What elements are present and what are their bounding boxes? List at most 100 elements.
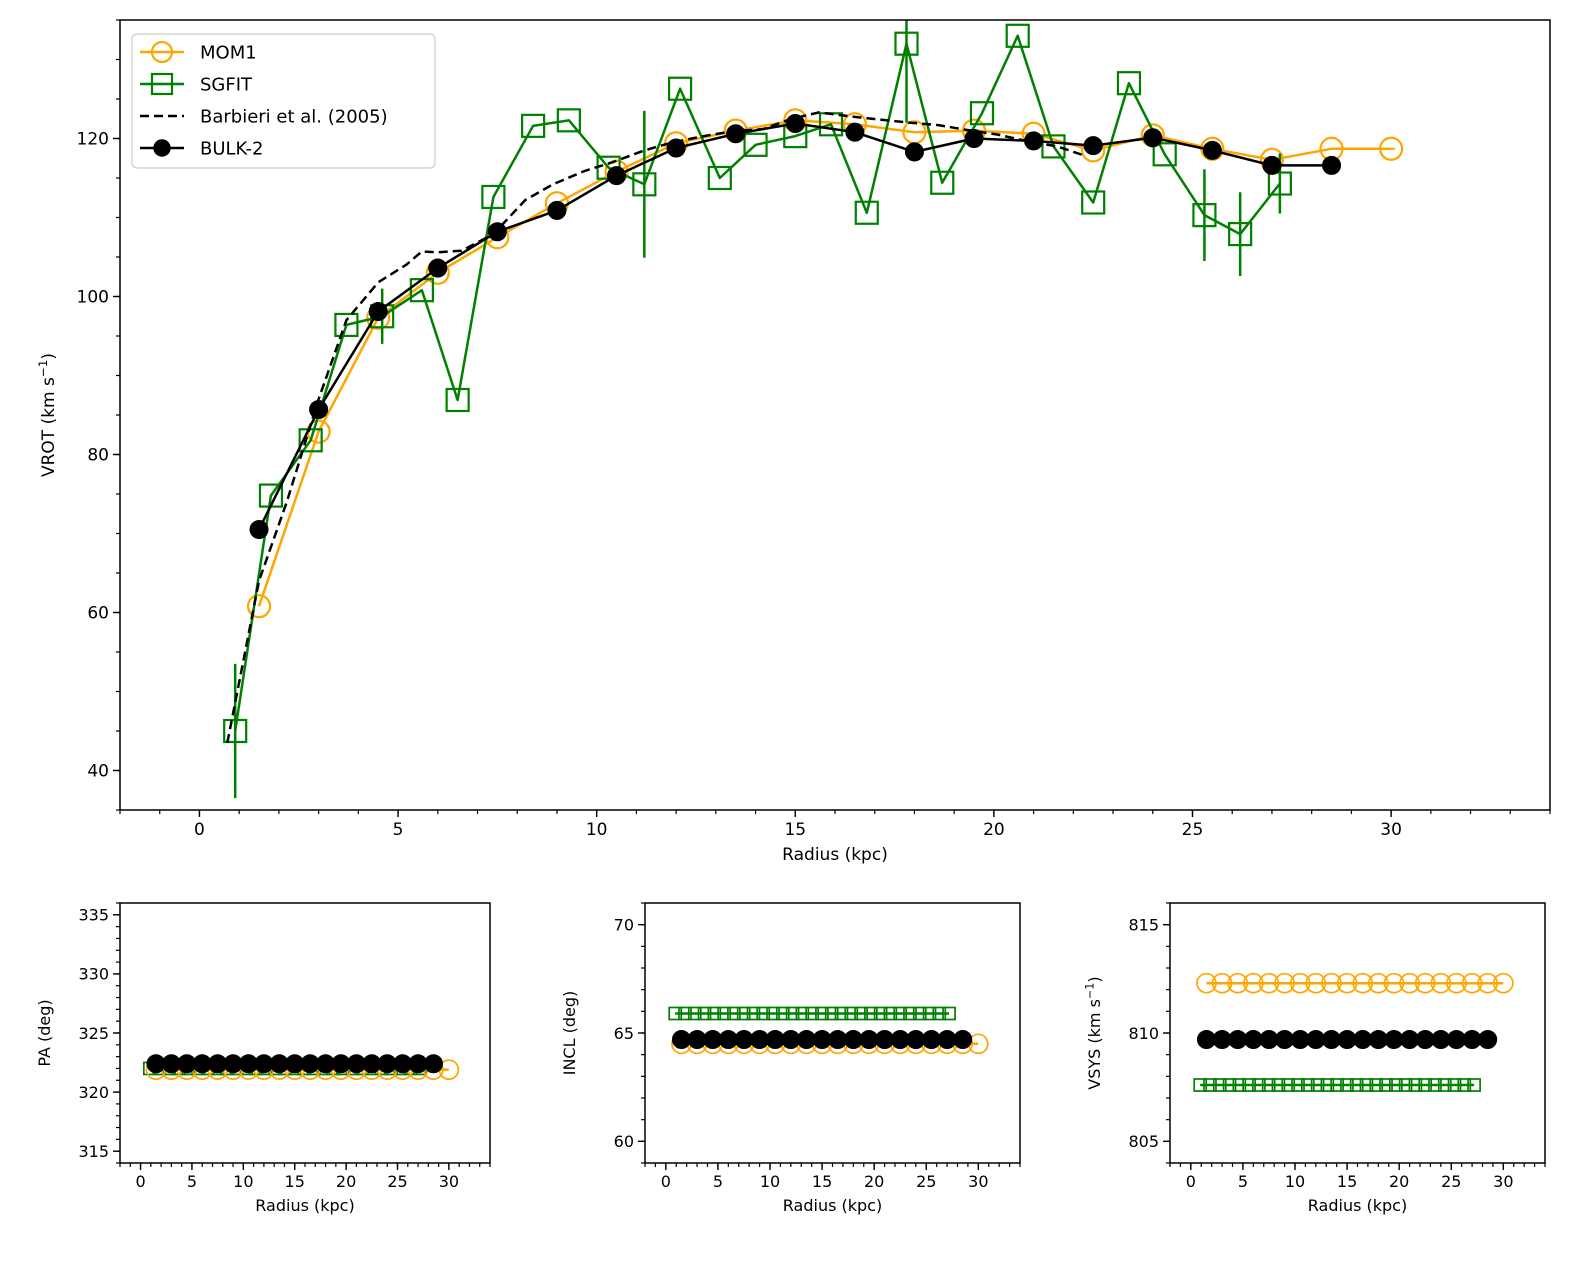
data-point-mom1	[1336, 972, 1358, 994]
data-point-mom1	[1414, 972, 1436, 994]
data-point-sgfit	[1192, 203, 1217, 228]
data-point-sgfit	[1232, 1078, 1247, 1092]
x-tick-label: 30	[1380, 820, 1402, 840]
x-tick-label: 5	[393, 820, 404, 840]
y-axis-label: VROT (km s−1)	[36, 353, 59, 477]
data-point-sgfit	[1349, 1078, 1364, 1092]
data-point-sgfit	[1228, 221, 1253, 247]
y-tick-label: 65	[614, 1024, 634, 1043]
legend-label: MOM1	[200, 43, 257, 64]
series-line-barbieri	[226, 111, 1086, 744]
y-tick-label: 80	[87, 446, 109, 466]
data-point-sgfit	[1418, 1078, 1433, 1092]
data-point-sgfit	[697, 1006, 712, 1021]
data-point-bulk2	[726, 124, 746, 144]
data-point-sgfit	[1242, 1078, 1256, 1092]
data-point-sgfit	[334, 312, 359, 338]
data-point-sgfit	[1005, 23, 1030, 48]
data-point-bulk2	[423, 1054, 443, 1074]
data-point-sgfit	[854, 1006, 868, 1021]
data-point-sgfit	[1359, 1078, 1374, 1092]
data-point-sgfit	[844, 1006, 859, 1021]
series-line-mom1	[257, 119, 1392, 607]
data-point-sgfit	[1447, 1078, 1462, 1092]
vsys-panel: 0 5 10 15 20 25 30 805 810 815 Radius (kpc) VSYS (k…	[1084, 902, 1546, 1215]
data-point-sgfit	[298, 428, 323, 453]
y-axis-label: INCL (deg)	[560, 991, 579, 1076]
data-point-sgfit	[1252, 1078, 1266, 1092]
data-point-sgfit	[932, 1006, 947, 1021]
y-tick-label: 100	[77, 288, 109, 308]
data-point-sgfit	[1261, 1078, 1276, 1092]
data-point-mom1	[1383, 972, 1405, 994]
y-tick-label: 805	[1128, 1132, 1159, 1151]
data-point-sgfit	[445, 387, 470, 413]
data-point-bulk2	[666, 138, 686, 158]
data-point-mom1	[1399, 972, 1420, 994]
x-tick-label: 20	[983, 820, 1005, 840]
data-point-bulk2	[1478, 1030, 1498, 1049]
x-tick-label: 15	[812, 1172, 832, 1191]
data-point-sgfit	[854, 200, 879, 225]
data-point-sgfit	[1330, 1078, 1344, 1092]
data-point-sgfit	[717, 1006, 731, 1021]
x-tick-label: 10	[586, 820, 608, 840]
legend-entry-barbieri: Barbieri et al. (2005)	[140, 107, 388, 128]
data-point-mom1	[1227, 972, 1249, 994]
data-point-sgfit	[1428, 1078, 1442, 1092]
data-point-sgfit	[632, 172, 657, 197]
legend: MOM1 SGFIT Barbieri et al. (2005) BULK-2	[131, 33, 436, 169]
data-point-sgfit	[707, 1006, 722, 1021]
data-point-sgfit	[556, 108, 581, 133]
data-point-sgfit	[1291, 1078, 1305, 1092]
data-point-bulk2	[309, 399, 329, 419]
data-point-sgfit	[930, 170, 955, 195]
data-point-bulk2	[845, 122, 865, 142]
data-point-mom1	[1274, 972, 1295, 994]
x-tick-label: 5	[187, 1172, 197, 1191]
data-point-sgfit	[668, 1006, 683, 1021]
y-tick-label: 315	[78, 1142, 109, 1161]
main-panel: 0 5 10 15 20 25 30 40 60 80 100 120 Radius (kpc) VROT…	[36, 19, 1551, 865]
data-point-sgfit	[785, 1006, 800, 1021]
main-axes-frame	[119, 19, 1551, 811]
data-point-sgfit	[1300, 1078, 1315, 1092]
data-point-sgfit	[1281, 1078, 1296, 1092]
data-point-bulk2	[785, 113, 805, 134]
data-point-sgfit	[1369, 1078, 1384, 1092]
data-point-sgfit	[1457, 1078, 1472, 1092]
data-point-sgfit	[1398, 1078, 1413, 1092]
series-bulk2	[249, 113, 1342, 540]
data-point-sgfit	[824, 1006, 839, 1021]
x-tick-label: 5	[1238, 1172, 1248, 1191]
y-tick-label: 815	[1128, 915, 1159, 934]
series-bulk2	[1196, 1030, 1498, 1049]
data-point-sgfit	[707, 165, 732, 191]
series-sgfit	[668, 1006, 956, 1021]
vsys-axes-frame	[1169, 902, 1546, 1164]
data-point-mom1	[1446, 972, 1467, 994]
data-point-sgfit	[922, 1006, 937, 1021]
incl-panel: 0 5 10 15 20 25 30 60 65 70 Radius (kpc) INCL (deg)	[560, 902, 1021, 1215]
x-tick-label: 20	[864, 1172, 884, 1191]
data-point-bulk2	[1202, 140, 1222, 160]
x-tick-label: 0	[135, 1172, 145, 1191]
x-tick-label: 30	[968, 1172, 988, 1191]
data-point-sgfit	[834, 1006, 849, 1021]
data-point-sgfit	[883, 1006, 898, 1021]
data-point-sgfit	[1152, 142, 1177, 167]
data-point-sgfit	[1437, 1078, 1452, 1092]
y-axis-label: VSYS (km s−1)	[1084, 976, 1104, 1089]
data-point-bulk2	[964, 128, 984, 149]
data-point-sgfit	[815, 1006, 829, 1021]
data-point-mom1	[1379, 136, 1404, 161]
incl-axes-frame	[644, 902, 1021, 1164]
data-point-sgfit	[1340, 1078, 1354, 1092]
data-point-sgfit	[1271, 1078, 1286, 1092]
data-point-bulk2	[249, 520, 269, 540]
legend-label: SGFIT	[200, 75, 253, 96]
y-tick-label: 320	[78, 1083, 109, 1102]
data-point-sgfit	[942, 1006, 956, 1021]
data-point-mom1	[1430, 972, 1452, 994]
